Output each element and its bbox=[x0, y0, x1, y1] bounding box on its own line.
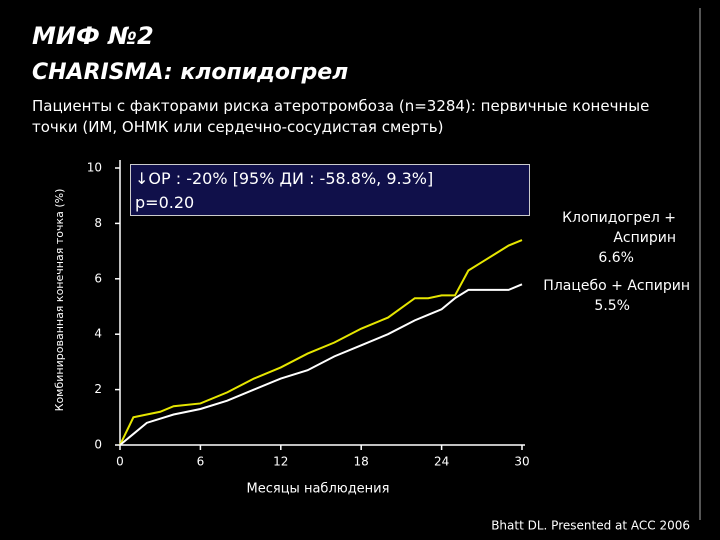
end-label: 6.6% bbox=[598, 250, 634, 266]
y-axis-label: Комбинированная конечная точка (%) bbox=[53, 189, 66, 412]
series-label: Плацебо + Аспирин 5.5% bbox=[520, 276, 690, 316]
series-line bbox=[119, 283, 523, 446]
x-tick-label: 0 bbox=[116, 455, 124, 469]
x-tick-label: 12 bbox=[273, 455, 288, 469]
x-tick-label: 24 bbox=[434, 455, 449, 469]
y-tick-label: 8 bbox=[94, 216, 102, 230]
y-tick-label: 6 bbox=[94, 271, 102, 285]
x-tick-label: 6 bbox=[197, 455, 205, 469]
y-tick-label: 10 bbox=[87, 161, 102, 175]
y-tick-label: 0 bbox=[94, 438, 102, 452]
x-tick-label: 18 bbox=[354, 455, 369, 469]
y-tick-label: 2 bbox=[94, 382, 102, 396]
title: МИФ №2 bbox=[32, 22, 154, 50]
description: Пациенты с факторами риска атеротромбоза… bbox=[32, 97, 650, 136]
series-line bbox=[119, 239, 523, 446]
subtitle: CHARISMA: клопидогрел bbox=[32, 60, 349, 85]
legend-entry: Плацебо + Аспирин bbox=[543, 278, 690, 294]
x-axis-label: Месяцы наблюдения bbox=[247, 482, 390, 497]
source: Bhatt DL. Presented at ACC 2006 bbox=[491, 519, 690, 533]
annotation: p=0.20 bbox=[135, 193, 195, 212]
end-label: 5.5% bbox=[594, 298, 630, 314]
legend-entry: Клопидогрел + Аспирин bbox=[562, 210, 676, 246]
series-label: Клопидогрел + Аспирин 6.6% bbox=[516, 208, 676, 268]
stat-box: ↓ОР : -20% [95% ДИ : -58.8%, 9.3%] p=0.2… bbox=[130, 164, 530, 216]
y-tick-label: 4 bbox=[94, 327, 102, 341]
x-tick-label: 30 bbox=[514, 455, 529, 469]
annotation: ↓ОР : -20% [95% ДИ : -58.8%, 9.3%] bbox=[135, 169, 434, 188]
